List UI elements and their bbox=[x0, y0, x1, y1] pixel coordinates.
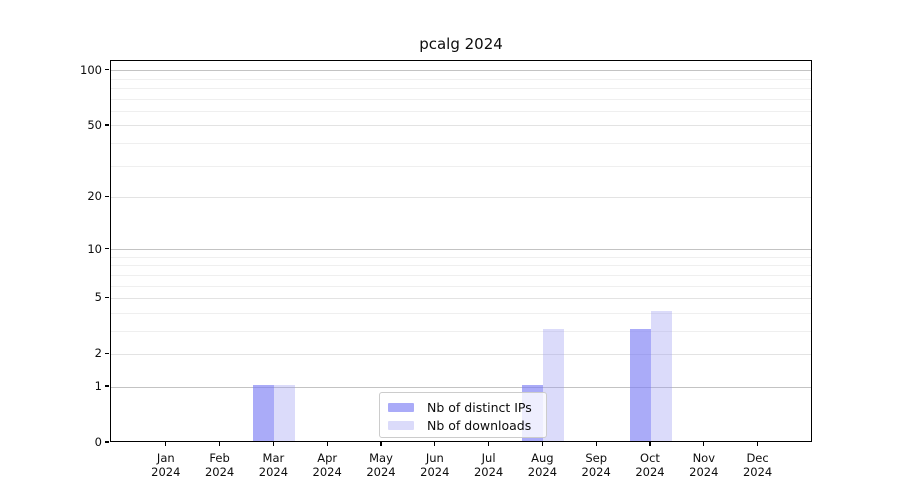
gridline-major bbox=[111, 249, 811, 251]
y-tick-mark bbox=[105, 124, 109, 126]
bar-oct-downloads bbox=[651, 311, 672, 441]
gridline-minor bbox=[111, 274, 811, 276]
x-tick-label: Sep 2024 bbox=[581, 451, 611, 479]
y-tick-label: 5 bbox=[94, 290, 102, 305]
legend-row: Nb of downloads bbox=[388, 416, 538, 434]
x-tick-mark bbox=[165, 442, 167, 446]
x-tick-mark bbox=[218, 442, 221, 446]
x-tick-mark bbox=[703, 442, 705, 446]
y-tick-label: 1 bbox=[94, 379, 102, 394]
y-tick-label: 20 bbox=[87, 189, 102, 204]
x-tick-label: Oct 2024 bbox=[635, 451, 665, 479]
gridline-minor bbox=[111, 265, 811, 267]
x-tick-mark bbox=[756, 442, 759, 446]
legend-swatch-icon bbox=[388, 402, 414, 412]
x-tick-label: Mar 2024 bbox=[258, 451, 289, 479]
y-tick-label: 50 bbox=[87, 117, 102, 132]
y-tick-mark bbox=[105, 247, 109, 250]
gridline-minor bbox=[111, 142, 811, 144]
y-tick-mark bbox=[105, 195, 109, 198]
y-tick-mark bbox=[105, 296, 109, 299]
gridline-minor bbox=[111, 256, 811, 258]
gridline-minor bbox=[111, 285, 811, 287]
gridline-minor bbox=[111, 110, 811, 112]
y-tick-mark bbox=[105, 441, 109, 443]
bar-aug-downloads bbox=[543, 329, 565, 441]
x-tick-mark bbox=[272, 442, 275, 446]
legend-swatch-icon bbox=[388, 420, 414, 430]
gridline-medium bbox=[111, 297, 811, 299]
bar-oct-distinct-ips bbox=[630, 329, 651, 441]
y-tick-label: 10 bbox=[87, 241, 102, 256]
x-tick-label: Feb 2024 bbox=[204, 451, 235, 479]
gridline-minor bbox=[111, 330, 811, 332]
x-tick-label: Dec 2024 bbox=[742, 451, 773, 479]
gridline-major bbox=[111, 70, 811, 72]
x-tick-label: Apr 2024 bbox=[312, 451, 342, 479]
x-tick-mark bbox=[487, 442, 490, 446]
gridline-medium bbox=[111, 353, 811, 355]
gridline-minor bbox=[111, 312, 811, 314]
bar-mar-distinct-ips bbox=[253, 385, 275, 441]
legend: Nb of distinct IPs Nb of downloads bbox=[379, 392, 547, 438]
gridline-major bbox=[111, 386, 811, 388]
gridline-minor bbox=[111, 78, 811, 80]
gridline-minor bbox=[111, 98, 811, 100]
gridline-medium bbox=[111, 196, 811, 198]
plot-area: Nb of distinct IPs Nb of downloads bbox=[110, 60, 812, 442]
y-tick-label: 100 bbox=[80, 62, 102, 77]
x-tick-mark bbox=[380, 442, 382, 446]
x-tick-label: Nov 2024 bbox=[689, 451, 719, 479]
y-tick-mark bbox=[105, 385, 109, 387]
y-tick-mark bbox=[105, 352, 109, 355]
x-tick-mark bbox=[595, 442, 597, 446]
legend-label: Nb of downloads bbox=[427, 417, 532, 433]
y-tick-label: 2 bbox=[94, 346, 102, 361]
chart-title: pcalg 2024 bbox=[419, 35, 503, 53]
y-tick-label: 0 bbox=[94, 435, 102, 449]
x-tick-label: Jan 2024 bbox=[151, 451, 181, 479]
x-tick-label: Jul 2024 bbox=[473, 451, 504, 479]
y-tick-mark bbox=[105, 69, 109, 71]
gridline-minor bbox=[111, 165, 811, 167]
x-tick-mark bbox=[649, 442, 651, 446]
bar-mar-downloads bbox=[274, 385, 296, 441]
x-tick-mark bbox=[434, 442, 436, 446]
x-tick-label: May 2024 bbox=[366, 451, 396, 479]
x-tick-mark bbox=[541, 442, 544, 446]
x-tick-label: Jun 2024 bbox=[420, 451, 450, 479]
gridline-medium bbox=[111, 125, 811, 127]
gridline-minor bbox=[111, 88, 811, 90]
x-tick-label: Aug 2024 bbox=[527, 451, 558, 479]
x-tick-mark bbox=[326, 442, 328, 446]
legend-row: Nb of distinct IPs bbox=[388, 398, 538, 416]
legend-label: Nb of distinct IPs bbox=[427, 399, 532, 415]
